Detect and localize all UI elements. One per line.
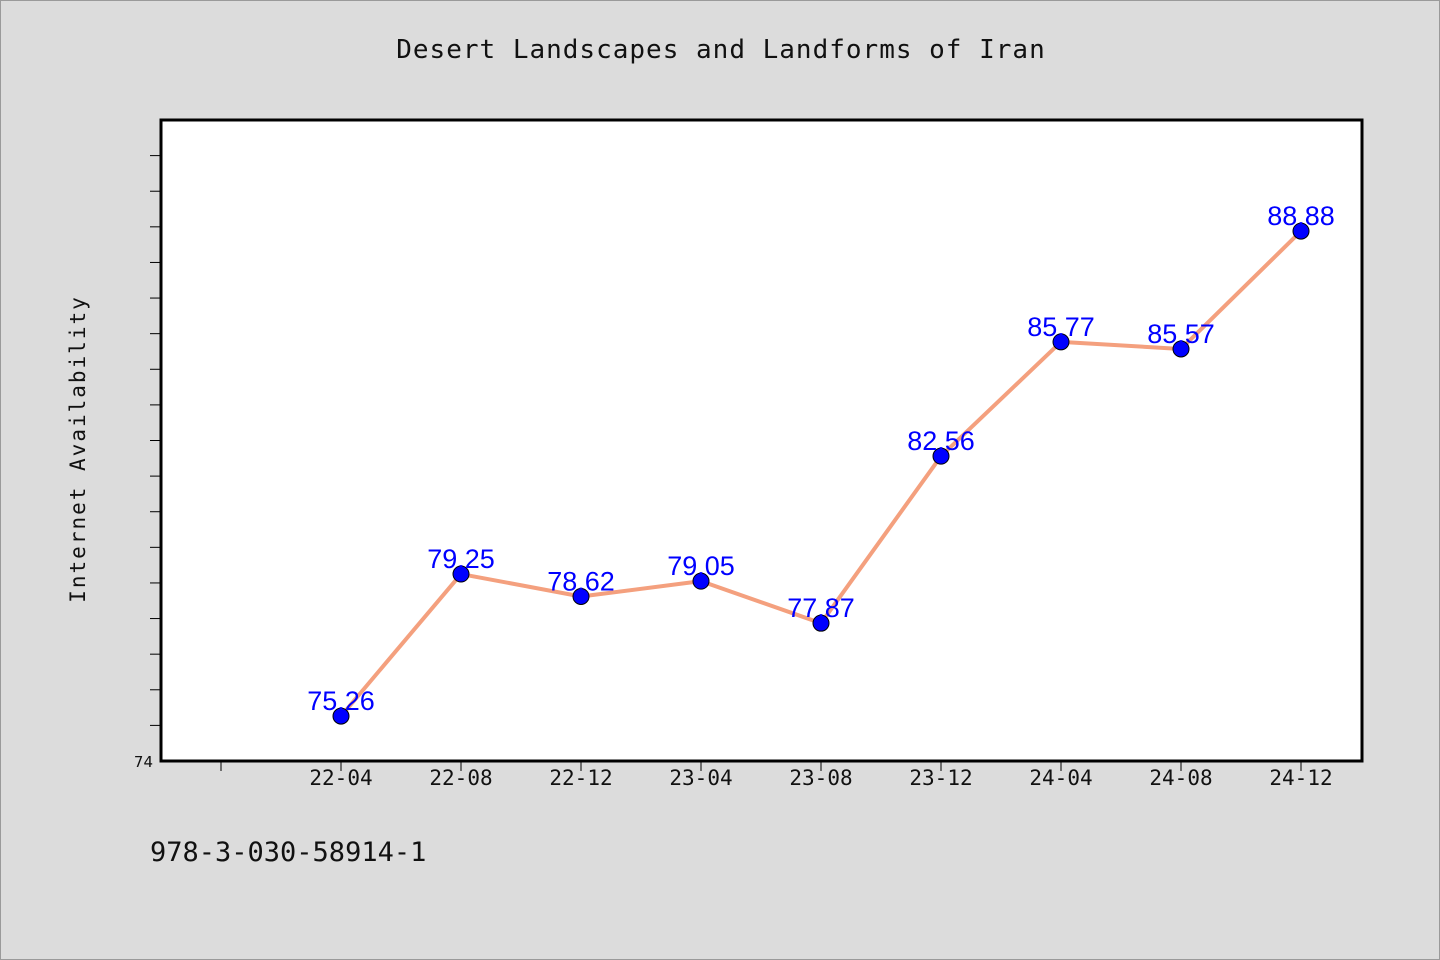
data-point <box>1172 340 1190 358</box>
x-tick-label: 22-12 <box>549 766 612 790</box>
data-point <box>1052 333 1070 351</box>
chart-title: Desert Landscapes and Landforms of Iran <box>396 35 1046 65</box>
data-label: 79.25 <box>427 544 495 574</box>
x-tick-label: 22-04 <box>309 766 372 790</box>
x-tick-label: 23-08 <box>789 766 852 790</box>
data-point <box>812 614 830 632</box>
x-tick-label: 24-04 <box>1029 766 1092 790</box>
data-point <box>1292 222 1310 240</box>
data-label: 75.26 <box>307 686 375 716</box>
x-axis-ticks: 22-04 22-08 22-12 23-04 23-08 23-12 24-04 24-08… <box>220 761 1333 790</box>
series-markers <box>332 222 1310 725</box>
data-point <box>692 572 710 590</box>
data-label: 88.88 <box>1267 201 1335 231</box>
data-label: 85.57 <box>1147 319 1215 349</box>
data-labels: 75.26 79.25 78.62 79.05 77.87 82.56 85.77 85.57… <box>307 201 1335 716</box>
data-label: 82.56 <box>907 426 975 456</box>
data-label: 78.62 <box>547 566 615 596</box>
x-tick-label: 23-12 <box>909 766 972 790</box>
data-label: 77.87 <box>787 593 855 623</box>
x-tick-label: 23-04 <box>669 766 732 790</box>
data-label: 85.77 <box>1027 312 1095 342</box>
y-tick-label: 74 <box>134 753 153 771</box>
x-tick-label: 24-12 <box>1269 766 1332 790</box>
data-point <box>572 587 590 605</box>
x-tick-label: 22-08 <box>429 766 492 790</box>
x-tick-label: 24-08 <box>1149 766 1212 790</box>
isbn-footnote: 978-3-030-58914-1 <box>150 837 427 868</box>
data-point <box>932 447 950 465</box>
plot-area <box>159 118 1364 763</box>
data-point <box>332 707 350 725</box>
y-axis-ticks: 74 <box>134 155 161 771</box>
data-label: 79.05 <box>667 551 735 581</box>
data-point <box>452 565 470 583</box>
